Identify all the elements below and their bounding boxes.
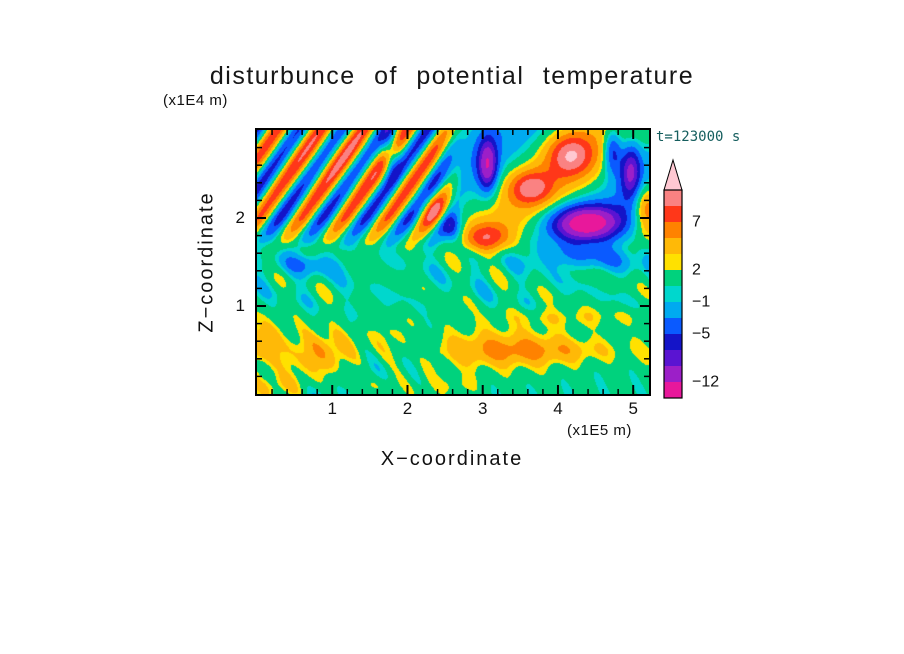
colorbar-segment <box>664 334 682 350</box>
colorbar-outline <box>663 189 683 399</box>
colorbar-tick-label: 2 <box>692 262 701 279</box>
x-axis-unit-label: (x1E5 m) <box>567 422 632 439</box>
z-tick-label: 2 <box>235 208 245 227</box>
colorbar-segment <box>664 382 682 398</box>
z-tick-label: 1 <box>235 296 245 315</box>
x-axis-title: X−coordinate <box>380 448 524 470</box>
colorbar-segment <box>664 206 682 222</box>
colorbar-tick-label: 7 <box>692 214 701 231</box>
colorbar-segment <box>664 238 682 254</box>
x-tick-label: 2 <box>402 399 413 418</box>
colorbar-segment <box>664 350 682 366</box>
plot-area <box>255 128 651 396</box>
colorbar-segment <box>664 286 682 302</box>
x-tick-label: 3 <box>477 399 488 418</box>
chart-title: disturbunce of potential temperature <box>209 62 695 90</box>
colorbar-segment <box>664 254 682 270</box>
colorbar-segment <box>664 190 682 206</box>
colorbar-arrow-icon <box>663 158 683 191</box>
colorbar-tick-label: −1 <box>692 294 710 311</box>
colorbar-segment <box>664 318 682 334</box>
x-tick-label: 4 <box>553 399 563 418</box>
contour-field <box>257 130 649 394</box>
colorbar-segment <box>664 366 682 382</box>
x-tick-label: 5 <box>628 399 638 418</box>
time-annotation: t=123000 s <box>656 129 741 145</box>
colorbar-segment <box>664 270 682 286</box>
colorbar-segment <box>664 302 682 318</box>
colorbar-tick-label: −12 <box>692 374 719 391</box>
colorbar: 7 2 −1 −5 −12 <box>663 158 719 399</box>
colorbar-tick-label: −5 <box>692 326 710 343</box>
colorbar-segment <box>664 222 682 238</box>
z-axis-unit-label: (x1E4 m) <box>163 92 228 109</box>
x-tick-label: 1 <box>327 399 337 418</box>
